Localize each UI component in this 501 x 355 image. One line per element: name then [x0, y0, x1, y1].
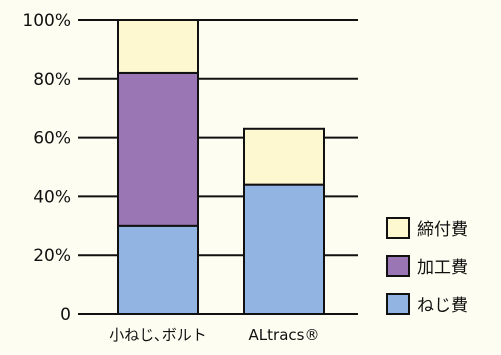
legend-label: ねじ費: [417, 296, 468, 316]
legend-swatch: [386, 217, 410, 239]
bar-segment: [243, 183, 325, 315]
bar-segment: [117, 71, 199, 227]
bar-segment: [243, 127, 325, 186]
y-tick-label: 40%: [33, 187, 71, 207]
y-tick-label: 60%: [33, 129, 71, 149]
y-tick-label: 0: [60, 305, 71, 325]
legend-swatch: [386, 293, 410, 315]
category-label: 小ねじ､ボルト: [109, 326, 207, 344]
y-tick-label: 80%: [33, 70, 71, 90]
category-label: ALtracs®: [249, 326, 320, 344]
legend-label: 加工費: [417, 258, 468, 278]
legend-swatch: [386, 255, 410, 277]
legend-label: 締付費: [417, 220, 468, 240]
y-tick-label: 100%: [22, 11, 71, 31]
bar-segment: [117, 224, 199, 315]
y-tick-label: 20%: [33, 246, 71, 266]
bar-segment: [117, 19, 199, 74]
